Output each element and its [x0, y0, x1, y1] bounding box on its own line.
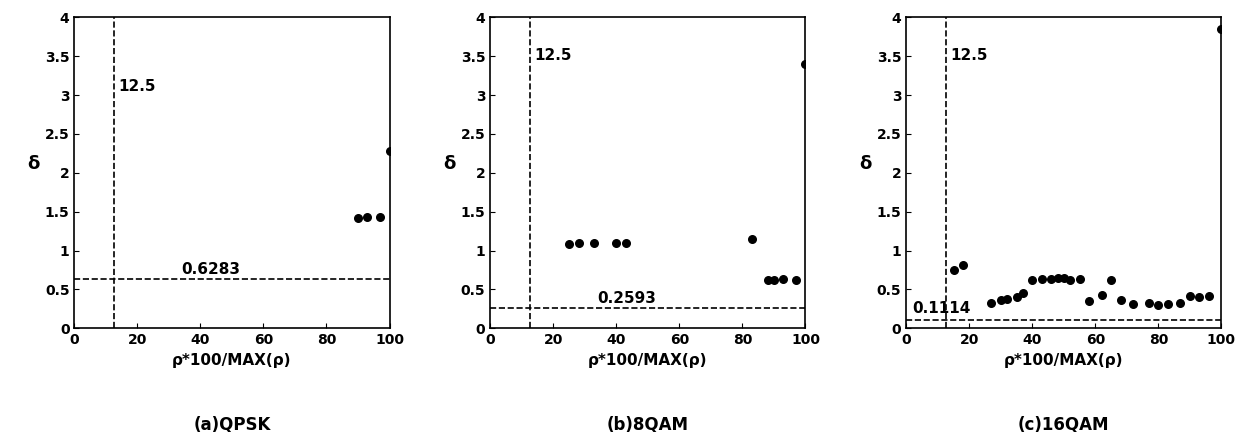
Point [1189, 294, 1209, 301]
Point [742, 235, 761, 242]
Text: 0.2593: 0.2593 [598, 292, 656, 306]
Point [357, 214, 377, 221]
Text: (a)QPSK: (a)QPSK [193, 416, 270, 432]
Point [616, 239, 636, 246]
Point [1054, 274, 1074, 281]
Point [1070, 276, 1090, 283]
Point [997, 295, 1017, 302]
X-axis label: ρ*100/MAX(ρ): ρ*100/MAX(ρ) [1004, 353, 1123, 368]
Point [1079, 298, 1099, 305]
X-axis label: ρ*100/MAX(ρ): ρ*100/MAX(ρ) [588, 353, 708, 368]
Point [1111, 296, 1131, 303]
Point [1148, 302, 1168, 308]
Text: 12.5: 12.5 [950, 48, 988, 63]
Point [370, 214, 389, 221]
Text: 12.5: 12.5 [119, 79, 156, 94]
Text: 12.5: 12.5 [534, 48, 572, 63]
Point [774, 276, 794, 283]
Point [348, 214, 368, 221]
Point [796, 60, 816, 67]
Point [379, 148, 399, 155]
Point [1180, 292, 1200, 299]
Point [981, 299, 1001, 306]
Point [954, 261, 973, 268]
X-axis label: ρ*100/MAX(ρ): ρ*100/MAX(ρ) [172, 353, 291, 368]
Point [1060, 276, 1080, 283]
Y-axis label: δ: δ [27, 155, 40, 173]
Point [1007, 294, 1027, 301]
Text: (b)8QAM: (b)8QAM [606, 416, 689, 432]
Point [1048, 274, 1068, 281]
Point [991, 296, 1011, 303]
Point [786, 276, 806, 283]
Point [1042, 276, 1061, 283]
Text: 0.1114: 0.1114 [913, 301, 971, 316]
Point [1211, 25, 1231, 32]
Point [1199, 292, 1219, 299]
Point [944, 267, 963, 273]
Point [569, 239, 589, 246]
Text: 0.6283: 0.6283 [181, 262, 241, 277]
Text: (c)16QAM: (c)16QAM [1018, 416, 1110, 432]
Point [1171, 299, 1190, 306]
Point [606, 239, 626, 246]
Point [1140, 300, 1159, 307]
Point [1091, 292, 1111, 299]
Point [559, 241, 579, 248]
Point [584, 239, 604, 246]
Point [1123, 301, 1143, 308]
Point [764, 276, 784, 283]
Point [1023, 276, 1043, 283]
Point [1013, 289, 1033, 296]
Point [1158, 301, 1178, 308]
Point [1032, 275, 1052, 282]
Point [1101, 276, 1121, 283]
Y-axis label: δ: δ [444, 155, 456, 173]
Y-axis label: δ: δ [859, 155, 872, 173]
Point [758, 276, 777, 283]
